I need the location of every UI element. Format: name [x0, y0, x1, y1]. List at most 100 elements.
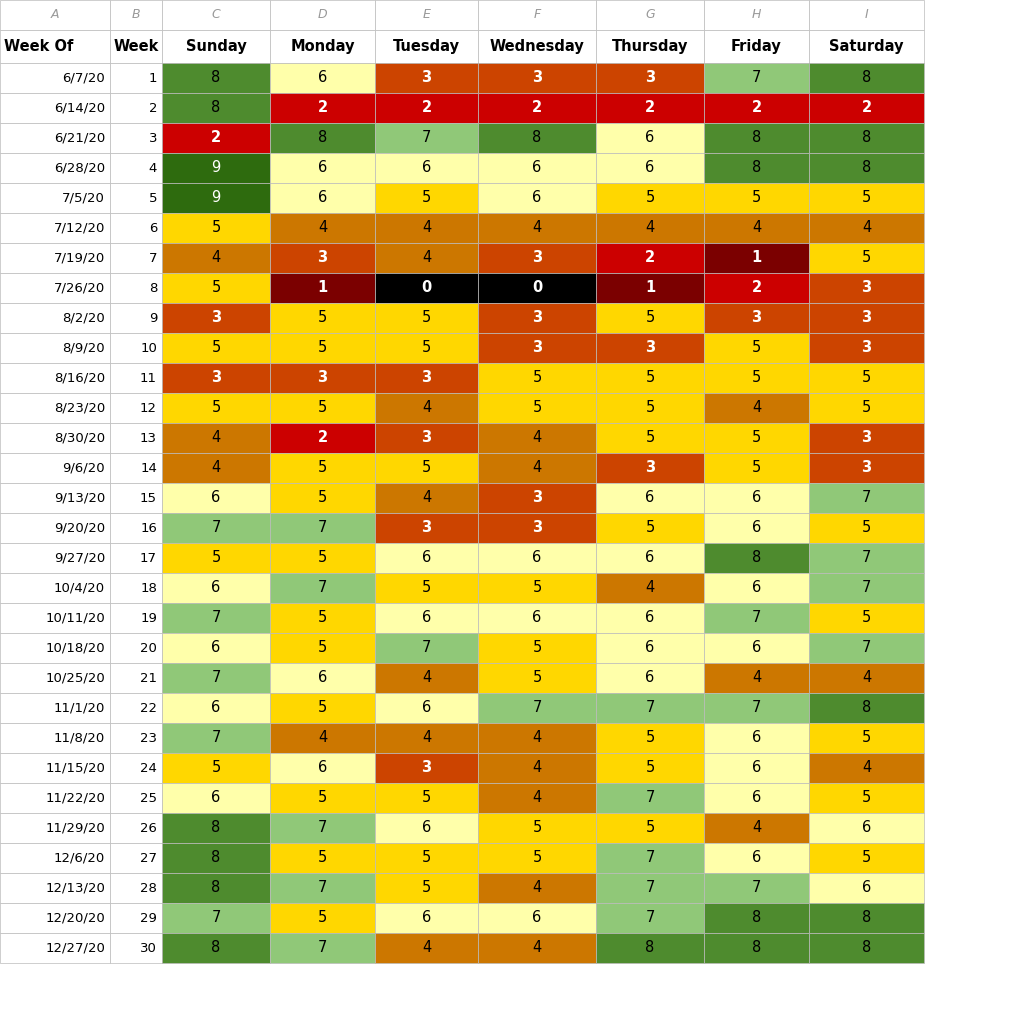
Bar	[809, 30, 924, 63]
Text: 6: 6	[752, 520, 761, 536]
Bar	[162, 543, 270, 573]
Text: 5: 5	[422, 791, 431, 806]
Bar	[375, 723, 478, 753]
Bar	[0, 813, 110, 843]
Text: B: B	[132, 8, 140, 22]
Text: 5: 5	[532, 851, 542, 865]
Bar	[596, 513, 705, 543]
Bar	[162, 783, 270, 813]
Text: 4: 4	[532, 761, 542, 775]
Bar	[705, 873, 809, 903]
Bar	[478, 513, 596, 543]
Bar	[705, 333, 809, 362]
Bar	[0, 123, 110, 153]
Bar	[478, 243, 596, 273]
Text: 4: 4	[422, 940, 431, 955]
Text: I: I	[864, 8, 868, 22]
Text: Sunday: Sunday	[185, 39, 247, 54]
Bar	[596, 273, 705, 303]
Bar	[478, 693, 596, 723]
Text: 10/18/20: 10/18/20	[45, 641, 105, 654]
Bar	[270, 183, 375, 213]
Text: 7: 7	[211, 910, 221, 926]
Bar	[270, 0, 375, 30]
Bar	[375, 663, 478, 693]
Bar	[809, 543, 924, 573]
Bar	[110, 543, 162, 573]
Bar	[809, 873, 924, 903]
Bar	[0, 573, 110, 603]
Text: 6: 6	[211, 791, 220, 806]
Bar	[705, 543, 809, 573]
Bar	[0, 243, 110, 273]
Bar	[596, 183, 705, 213]
Bar	[809, 243, 924, 273]
Text: 4: 4	[862, 220, 871, 236]
Bar	[596, 933, 705, 963]
Bar	[375, 303, 478, 333]
Text: 4: 4	[532, 730, 542, 745]
Bar	[270, 633, 375, 663]
Bar	[162, 273, 270, 303]
Bar	[0, 903, 110, 933]
Text: 7: 7	[862, 640, 871, 655]
Text: 7/19/20: 7/19/20	[53, 252, 105, 264]
Text: H: H	[752, 8, 761, 22]
Bar	[596, 93, 705, 123]
Text: 3: 3	[861, 341, 871, 355]
Text: 11/15/20: 11/15/20	[45, 762, 105, 774]
Bar	[809, 423, 924, 453]
Bar	[162, 362, 270, 393]
Bar	[375, 30, 478, 63]
Text: 21: 21	[140, 672, 157, 684]
Bar	[809, 723, 924, 753]
Text: 8: 8	[211, 881, 220, 896]
Bar	[375, 123, 478, 153]
Bar	[809, 783, 924, 813]
Text: 11/22/20: 11/22/20	[45, 792, 105, 805]
Bar	[596, 633, 705, 663]
Text: 2: 2	[148, 101, 157, 115]
Bar	[478, 453, 596, 483]
Text: 14: 14	[140, 462, 157, 474]
Bar	[375, 63, 478, 93]
Text: 7/26/20: 7/26/20	[53, 282, 105, 295]
Text: 7: 7	[862, 490, 871, 506]
Bar	[0, 362, 110, 393]
Text: 3: 3	[317, 251, 328, 265]
Text: 7: 7	[317, 881, 328, 896]
Bar	[809, 903, 924, 933]
Text: 5: 5	[317, 341, 327, 355]
Bar	[0, 183, 110, 213]
Text: A: A	[51, 8, 59, 22]
Text: 2: 2	[531, 100, 542, 116]
Bar	[0, 453, 110, 483]
Text: 2: 2	[422, 100, 431, 116]
Bar	[705, 633, 809, 663]
Text: 1: 1	[645, 281, 655, 296]
Bar	[596, 213, 705, 243]
Text: 8: 8	[752, 910, 761, 926]
Bar	[809, 453, 924, 483]
Bar	[270, 723, 375, 753]
Bar	[705, 213, 809, 243]
Bar	[162, 873, 270, 903]
Bar	[110, 393, 162, 423]
Bar	[270, 483, 375, 513]
Text: 8: 8	[211, 940, 220, 955]
Text: 5: 5	[211, 761, 220, 775]
Bar	[705, 0, 809, 30]
Bar	[110, 63, 162, 93]
Text: 3: 3	[861, 430, 871, 445]
Text: 4: 4	[752, 220, 761, 236]
Bar	[270, 393, 375, 423]
Text: 18: 18	[140, 582, 157, 595]
Text: 6: 6	[317, 161, 327, 175]
Bar	[809, 63, 924, 93]
Text: 6: 6	[752, 761, 761, 775]
Bar	[162, 843, 270, 873]
Bar	[110, 723, 162, 753]
Text: 5: 5	[752, 341, 761, 355]
Bar	[110, 933, 162, 963]
Bar	[596, 333, 705, 362]
